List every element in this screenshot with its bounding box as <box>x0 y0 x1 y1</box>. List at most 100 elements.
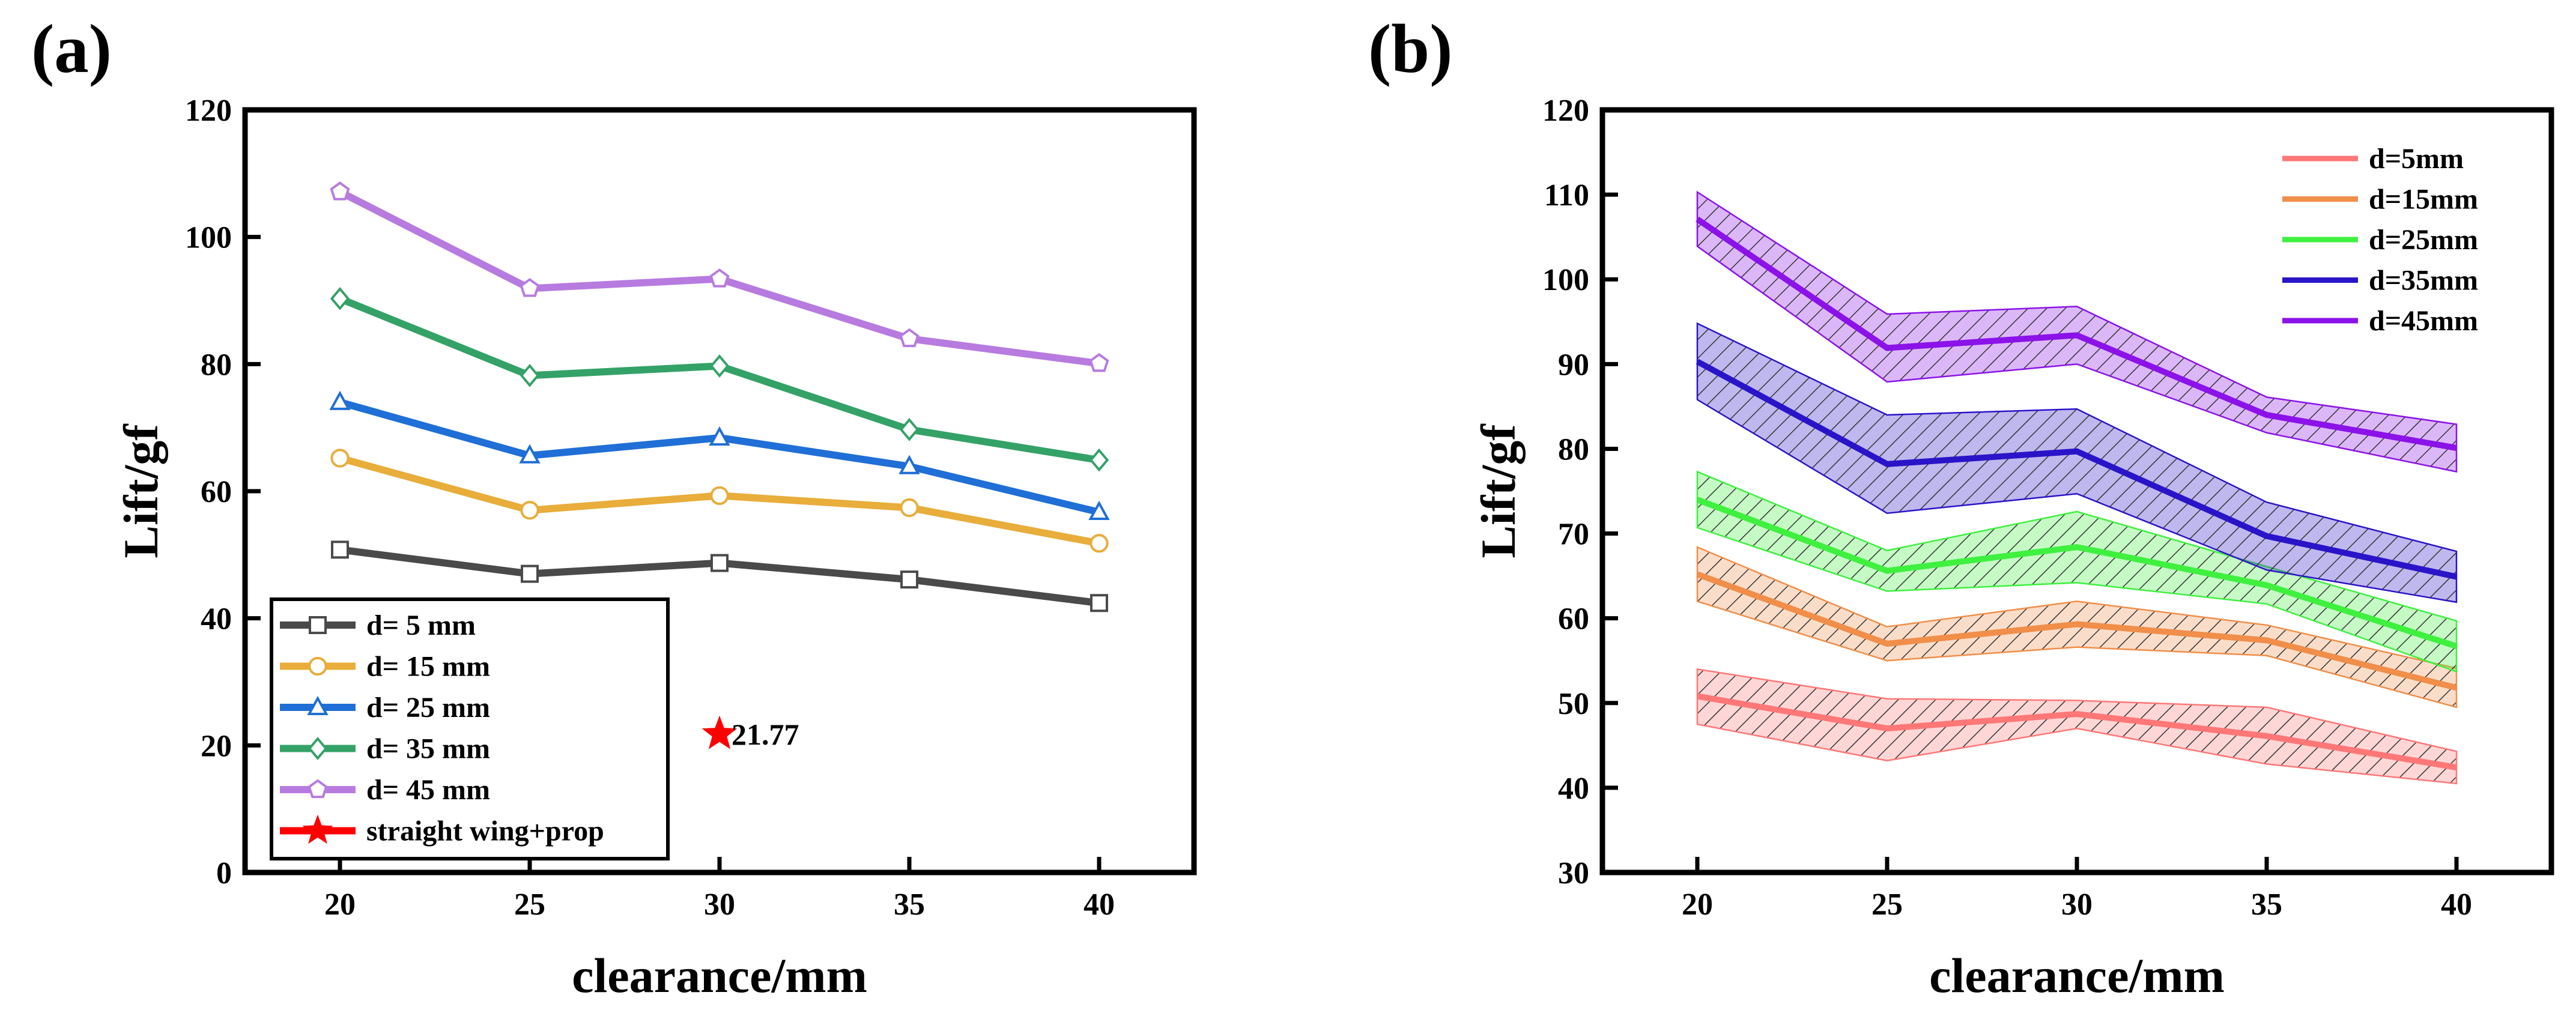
panel-b-legend-item: d=25mm <box>2282 224 2478 256</box>
panel-b-y-tick-label: 80 <box>1558 432 1589 467</box>
panel-b-series-line <box>1696 216 2457 451</box>
panel-b-band-hatch <box>1696 322 2458 603</box>
panel-a-y-tick-label: 80 <box>201 348 232 382</box>
panel-a-y-tick-label: 20 <box>201 729 232 763</box>
panel-a-y-tick-label: 0 <box>216 856 232 890</box>
panel-a-legend-item: d= 45 mm <box>280 774 490 806</box>
panel-b-y-axis-title: Lift/gf <box>1471 423 1526 558</box>
panel-a-data-point <box>899 455 920 474</box>
panel-a-y-axis-title: Lift/gf <box>114 423 168 558</box>
panel-a-data-point <box>899 417 920 441</box>
panel-b-series-4 <box>1696 322 2458 603</box>
panel-a-legend-item: d= 35 mm <box>280 733 490 765</box>
panel-b-x-tick-label: 40 <box>2441 887 2472 922</box>
panel-a-legend-marker <box>308 779 328 799</box>
panel-a-legend-marker <box>309 616 327 634</box>
panel-a-y-tick-label: 60 <box>201 475 232 509</box>
panel-a-data-point <box>330 286 350 310</box>
panel-a-data-point <box>331 540 349 559</box>
panel-a-legend-label: d= 35 mm <box>366 733 490 765</box>
panel-a-data-point <box>711 554 729 572</box>
panel-a-legend-label: straight wing+prop <box>366 815 604 847</box>
panel-a-data-point <box>330 449 350 468</box>
panel-b-band-hatch <box>1696 470 2458 673</box>
panel-b: (b) 30 40 50 60 70 80 90 100 110 120 20 25 30 35 40 c… <box>1368 11 2554 1003</box>
panel-a-legend-item: straight wing+prop <box>280 814 604 847</box>
panel-a-series-3 <box>329 390 1110 520</box>
panel-a-x-tick-label: 40 <box>1083 887 1115 922</box>
panel-a-x-tick-label: 30 <box>704 887 735 922</box>
panel-b-label: (b) <box>1368 11 1453 87</box>
panel-b-series-5 <box>1696 190 2458 473</box>
panel-a-legend: d= 5 mm d= 15 mm d= 25 mm d= 35 mm d= 45 mm s… <box>270 597 670 860</box>
panel-b-series-line <box>1696 497 2458 649</box>
panel-a-y-tick-label: 40 <box>201 602 232 636</box>
panel-b-y-tick-label: 120 <box>1542 94 1589 128</box>
panel-b-legend-label: d=5mm <box>2369 143 2464 175</box>
panel-b-legend-label: d=15mm <box>2369 184 2478 216</box>
panel-b-legend-item: d=45mm <box>2282 305 2478 337</box>
panel-b-legend-label: d=25mm <box>2369 224 2478 256</box>
panel-a-x-ticks: 20 25 30 35 40 <box>324 857 1115 922</box>
panel-b-legend-item: d=5mm <box>2282 143 2464 175</box>
panel-a-legend-label: d= 25 mm <box>366 692 490 724</box>
panel-a-legend-label: d= 45 mm <box>366 774 490 806</box>
panel-a-data-point <box>329 390 351 410</box>
panel-a: (a) 0 20 40 60 80 100 120 20 25 30 35 40 clearance… <box>31 11 1197 1003</box>
panel-b-series-line <box>1696 571 2458 691</box>
panel-a-data-point <box>900 570 918 589</box>
panel-b-y-tick-label: 90 <box>1558 348 1589 382</box>
panel-b-legend-item: d=35mm <box>2282 265 2478 297</box>
panel-b-legend-item: d=15mm <box>2282 184 2478 216</box>
panel-a-legend-item: d= 5 mm <box>280 609 476 641</box>
panel-a-series-5 <box>330 181 1109 372</box>
panel-a-data-point <box>1088 500 1110 520</box>
panel-b-x-tick-label: 35 <box>2251 887 2282 922</box>
panel-a-annotation: 21.77 <box>732 718 799 751</box>
panel-b-y-tick-label: 70 <box>1558 518 1589 552</box>
panel-b-y-tick-label: 100 <box>1542 263 1589 297</box>
panel-a-star-point <box>702 715 738 749</box>
panel-b-x-tick-label: 25 <box>1871 887 1903 922</box>
panel-b-legend-label: d=45mm <box>2369 305 2478 337</box>
panel-a-data-point <box>1089 448 1109 472</box>
panel-a-legend-marker <box>302 814 333 844</box>
panel-a-data-point <box>1089 352 1109 372</box>
panel-a-x-tick-label: 25 <box>514 887 545 922</box>
panel-a-data-point <box>520 364 540 387</box>
panel-a-x-tick-label: 20 <box>324 887 356 922</box>
panel-a-legend-label: d= 15 mm <box>366 651 490 683</box>
panel-a-y-tick-label: 120 <box>185 94 232 128</box>
panel-a-data-point <box>709 268 730 288</box>
panel-b-band-hatch <box>1696 668 2458 785</box>
panel-b-legend: d=5mm d=15mm d=25mm d=35mm d=45mm <box>2282 143 2478 337</box>
panel-b-y-tick-label: 30 <box>1558 856 1589 890</box>
panel-a-data-point <box>1090 594 1108 612</box>
panel-b-y-tick-label: 60 <box>1558 602 1589 636</box>
panel-a-data-point <box>900 498 919 518</box>
panel-b-series-3 <box>1696 470 2458 673</box>
panel-a-legend-item: d= 25 mm <box>280 692 490 724</box>
panel-a-x-tick-label: 35 <box>894 887 925 922</box>
panel-b-x-tick-label: 30 <box>2061 887 2093 922</box>
panel-a-legend-box <box>270 597 670 860</box>
panel-a-star-marker <box>702 715 738 749</box>
panel-a-data-point <box>709 426 730 446</box>
panel-a-legend-marker <box>308 737 328 760</box>
panel-a-legend-marker <box>308 656 327 676</box>
panel-b-y-tick-label: 110 <box>1544 178 1589 213</box>
panel-a-x-axis-title: clearance/mm <box>572 948 867 1003</box>
panel-a-data-point <box>520 501 539 520</box>
panel-b-y-tick-label: 50 <box>1558 687 1589 721</box>
panel-b-y-tick-label: 40 <box>1558 772 1589 806</box>
panel-a-data-point <box>330 181 350 201</box>
panel-a-data-point <box>1089 534 1109 553</box>
panel-a-legend-label: d= 5 mm <box>366 609 476 641</box>
panel-b-series-2 <box>1696 546 2458 709</box>
panel-a-legend-marker <box>307 695 329 716</box>
panel-b-y-ticks: 30 40 50 60 70 80 90 100 110 120 <box>1542 94 1618 890</box>
panel-b-series-line <box>1696 358 2458 580</box>
panel-a-series-4 <box>330 286 1109 472</box>
panel-a-y-ticks: 0 20 40 60 80 100 120 <box>185 94 261 890</box>
